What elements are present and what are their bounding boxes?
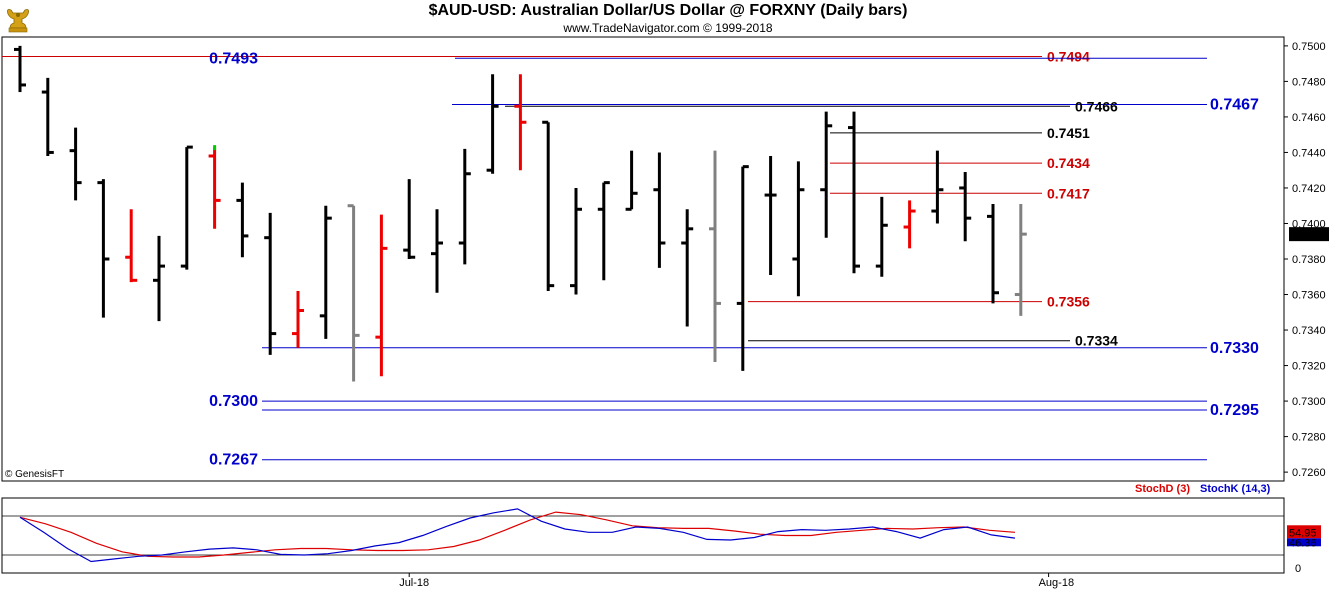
ohlc-bar — [97, 179, 110, 318]
last-price-label: 0.7394 — [1292, 229, 1326, 241]
legend-stoch-k: StochK (14,3) — [1200, 483, 1271, 495]
stoch-series-k — [19, 508, 1016, 563]
price-plot-area — [1, 36, 1285, 482]
ohlc-bar — [903, 200, 916, 249]
x-tick-label: Jul-18 — [399, 577, 429, 589]
chart-title: $AUD-USD: Australian Dollar/US Dollar @ … — [428, 2, 908, 19]
bull-trophy-icon — [7, 9, 29, 33]
ohlc-bar — [820, 111, 833, 238]
y-tick-label: 0.7460 — [1292, 112, 1326, 124]
ohlc-bar — [180, 145, 193, 270]
copyright-text: © GenesisFT — [5, 469, 65, 480]
level-label-0.7300: 0.7300 — [209, 393, 258, 410]
ohlc-bar — [959, 171, 972, 242]
stoch-k-value-box — [1287, 538, 1321, 547]
stoch-k-value: 46.36 — [1289, 537, 1317, 549]
level-label-0.7417: 0.7417 — [1047, 185, 1090, 201]
ohlc-bar — [625, 150, 638, 211]
ohlc-bar — [14, 45, 26, 93]
stoch-d-value: 54.95 — [1289, 527, 1317, 539]
ohlc-bar — [403, 179, 416, 259]
ohlc-bar — [208, 145, 221, 229]
ohlc-bar — [875, 196, 888, 277]
level-label-0.7356: 0.7356 — [1047, 294, 1090, 310]
y-tick-label: 0.7380 — [1292, 254, 1326, 266]
ohlc-bar — [375, 214, 388, 377]
ohlc-bar — [792, 161, 805, 297]
ohlc-bar — [681, 209, 694, 327]
chart-subtitle: www.TradeNavigator.com © 1999-2018 — [563, 21, 773, 35]
ohlc-bar — [514, 74, 527, 171]
stoch-series-d — [19, 511, 1016, 558]
ohlc-bar — [431, 209, 443, 293]
stoch-d-value-box — [1287, 525, 1321, 539]
ohlc-bar — [458, 148, 471, 265]
x-tick-label: Aug-18 — [1039, 577, 1074, 589]
last-price-box — [1289, 227, 1329, 242]
level-label-0.7267: 0.7267 — [209, 452, 258, 469]
ohlc-bar — [597, 181, 610, 281]
y-tick-label: 0.7420 — [1292, 183, 1326, 195]
level-label-0.7334: 0.7334 — [1075, 333, 1118, 349]
y-tick-label: 0.7260 — [1292, 467, 1326, 479]
level-label-0.7330: 0.7330 — [1210, 340, 1259, 357]
ohlc-bar — [764, 155, 777, 275]
ohlc-bar — [264, 212, 277, 355]
ohlc-bar — [69, 127, 82, 201]
legend-stoch-d: StochD (3) — [1135, 483, 1190, 495]
ohlc-bar — [486, 74, 499, 174]
ohlc-bar — [41, 77, 54, 156]
ohlc-bar — [736, 165, 749, 371]
ohlc-bar — [931, 150, 944, 224]
ohlc-bar — [292, 290, 304, 348]
ohlc-bar — [153, 235, 165, 322]
ohlc-bar — [987, 203, 999, 304]
stoch-plot-area — [1, 497, 1285, 574]
level-label-0.7494: 0.7494 — [1047, 49, 1090, 65]
ohlc-bar — [542, 120, 555, 291]
ohlc-bar — [125, 209, 138, 283]
ohlc-bar — [709, 150, 721, 363]
level-label-0.7451: 0.7451 — [1047, 125, 1090, 141]
y-tick-label: 0.7280 — [1292, 432, 1326, 444]
level-label-0.7434: 0.7434 — [1047, 155, 1090, 171]
ohlc-bar — [1014, 203, 1027, 316]
y-tick-label: 0.7360 — [1292, 290, 1326, 302]
ohlc-bar — [653, 152, 666, 268]
level-label-0.7467: 0.7467 — [1210, 96, 1259, 113]
y-tick-label: 0.7340 — [1292, 325, 1326, 337]
y-tick-label: 0.7480 — [1292, 76, 1326, 88]
level-label-0.7466: 0.7466 — [1075, 98, 1118, 114]
y-tick-label: 0.7440 — [1292, 147, 1326, 159]
stoch-tick-label: 0 — [1295, 563, 1301, 575]
y-tick-label: 0.7300 — [1292, 396, 1326, 408]
y-tick-label: 0.7320 — [1292, 361, 1326, 373]
ohlc-bar — [319, 205, 332, 339]
level-label-0.7295: 0.7295 — [1210, 402, 1259, 419]
level-label-0.7493: 0.7493 — [209, 50, 258, 67]
ohlc-bar — [848, 111, 860, 274]
ohlc-bar — [236, 182, 249, 258]
ohlc-bar — [347, 204, 360, 382]
ohlc-bar — [570, 187, 582, 295]
y-tick-label: 0.7500 — [1292, 41, 1326, 53]
